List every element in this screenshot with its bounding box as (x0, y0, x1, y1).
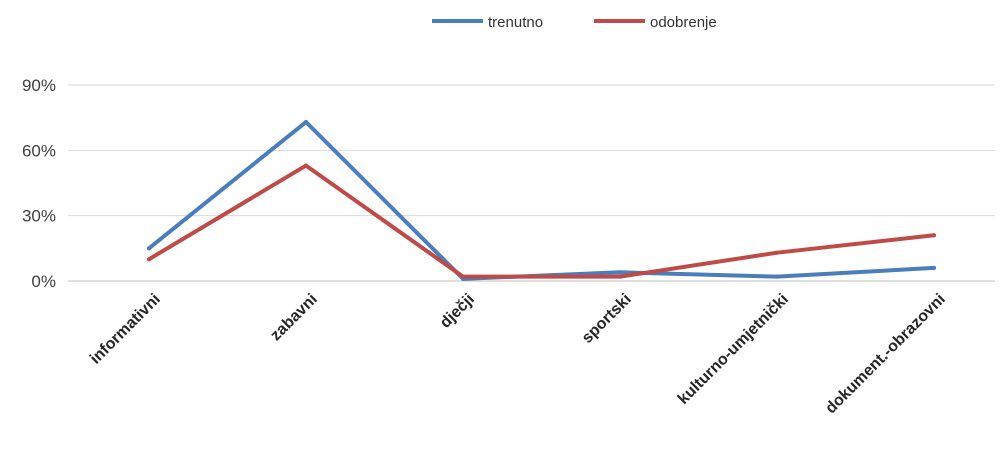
x-axis: informativni zabavni dječji sportski kulturn… (87, 291, 949, 417)
x-tick-label: sportski (579, 291, 635, 347)
y-tick-label: 60% (22, 141, 56, 160)
data-point-odobrenje (932, 233, 936, 238)
data-point-odobrenje (775, 250, 779, 255)
y-tick-label: 0% (31, 272, 56, 291)
legend-label-odobrenje: odobrenje (650, 14, 717, 31)
y-tick-label: 90% (22, 76, 56, 95)
data-point-odobrenje (461, 274, 465, 279)
x-tick-label: dokument.-obrazovni (822, 291, 948, 417)
x-tick-label: zabavni (267, 291, 321, 345)
legend-label-trenutno: trenutno (488, 14, 543, 31)
data-point-trenutno (304, 120, 308, 125)
legend: trenutno odobrenje (432, 14, 717, 31)
series-lines (147, 120, 936, 281)
data-point-odobrenje (304, 163, 308, 168)
data-point-odobrenje (147, 257, 151, 262)
data-point-trenutno (775, 274, 779, 279)
x-tick-label: kulturno-umjetnički (675, 291, 792, 408)
x-tick-label: dječji (437, 291, 478, 332)
data-point-trenutno (147, 246, 151, 251)
series-line-trenutno (147, 120, 936, 281)
data-point-odobrenje (618, 274, 622, 279)
series-line-odobrenje (147, 163, 936, 279)
data-point-trenutno (932, 265, 936, 270)
gridlines (68, 84, 995, 282)
y-axis: 0% 30% 60% 90% (22, 76, 56, 291)
y-tick-label: 30% (22, 207, 56, 226)
x-tick-label: informativni (87, 291, 164, 368)
data-point-trenutno (618, 270, 622, 275)
